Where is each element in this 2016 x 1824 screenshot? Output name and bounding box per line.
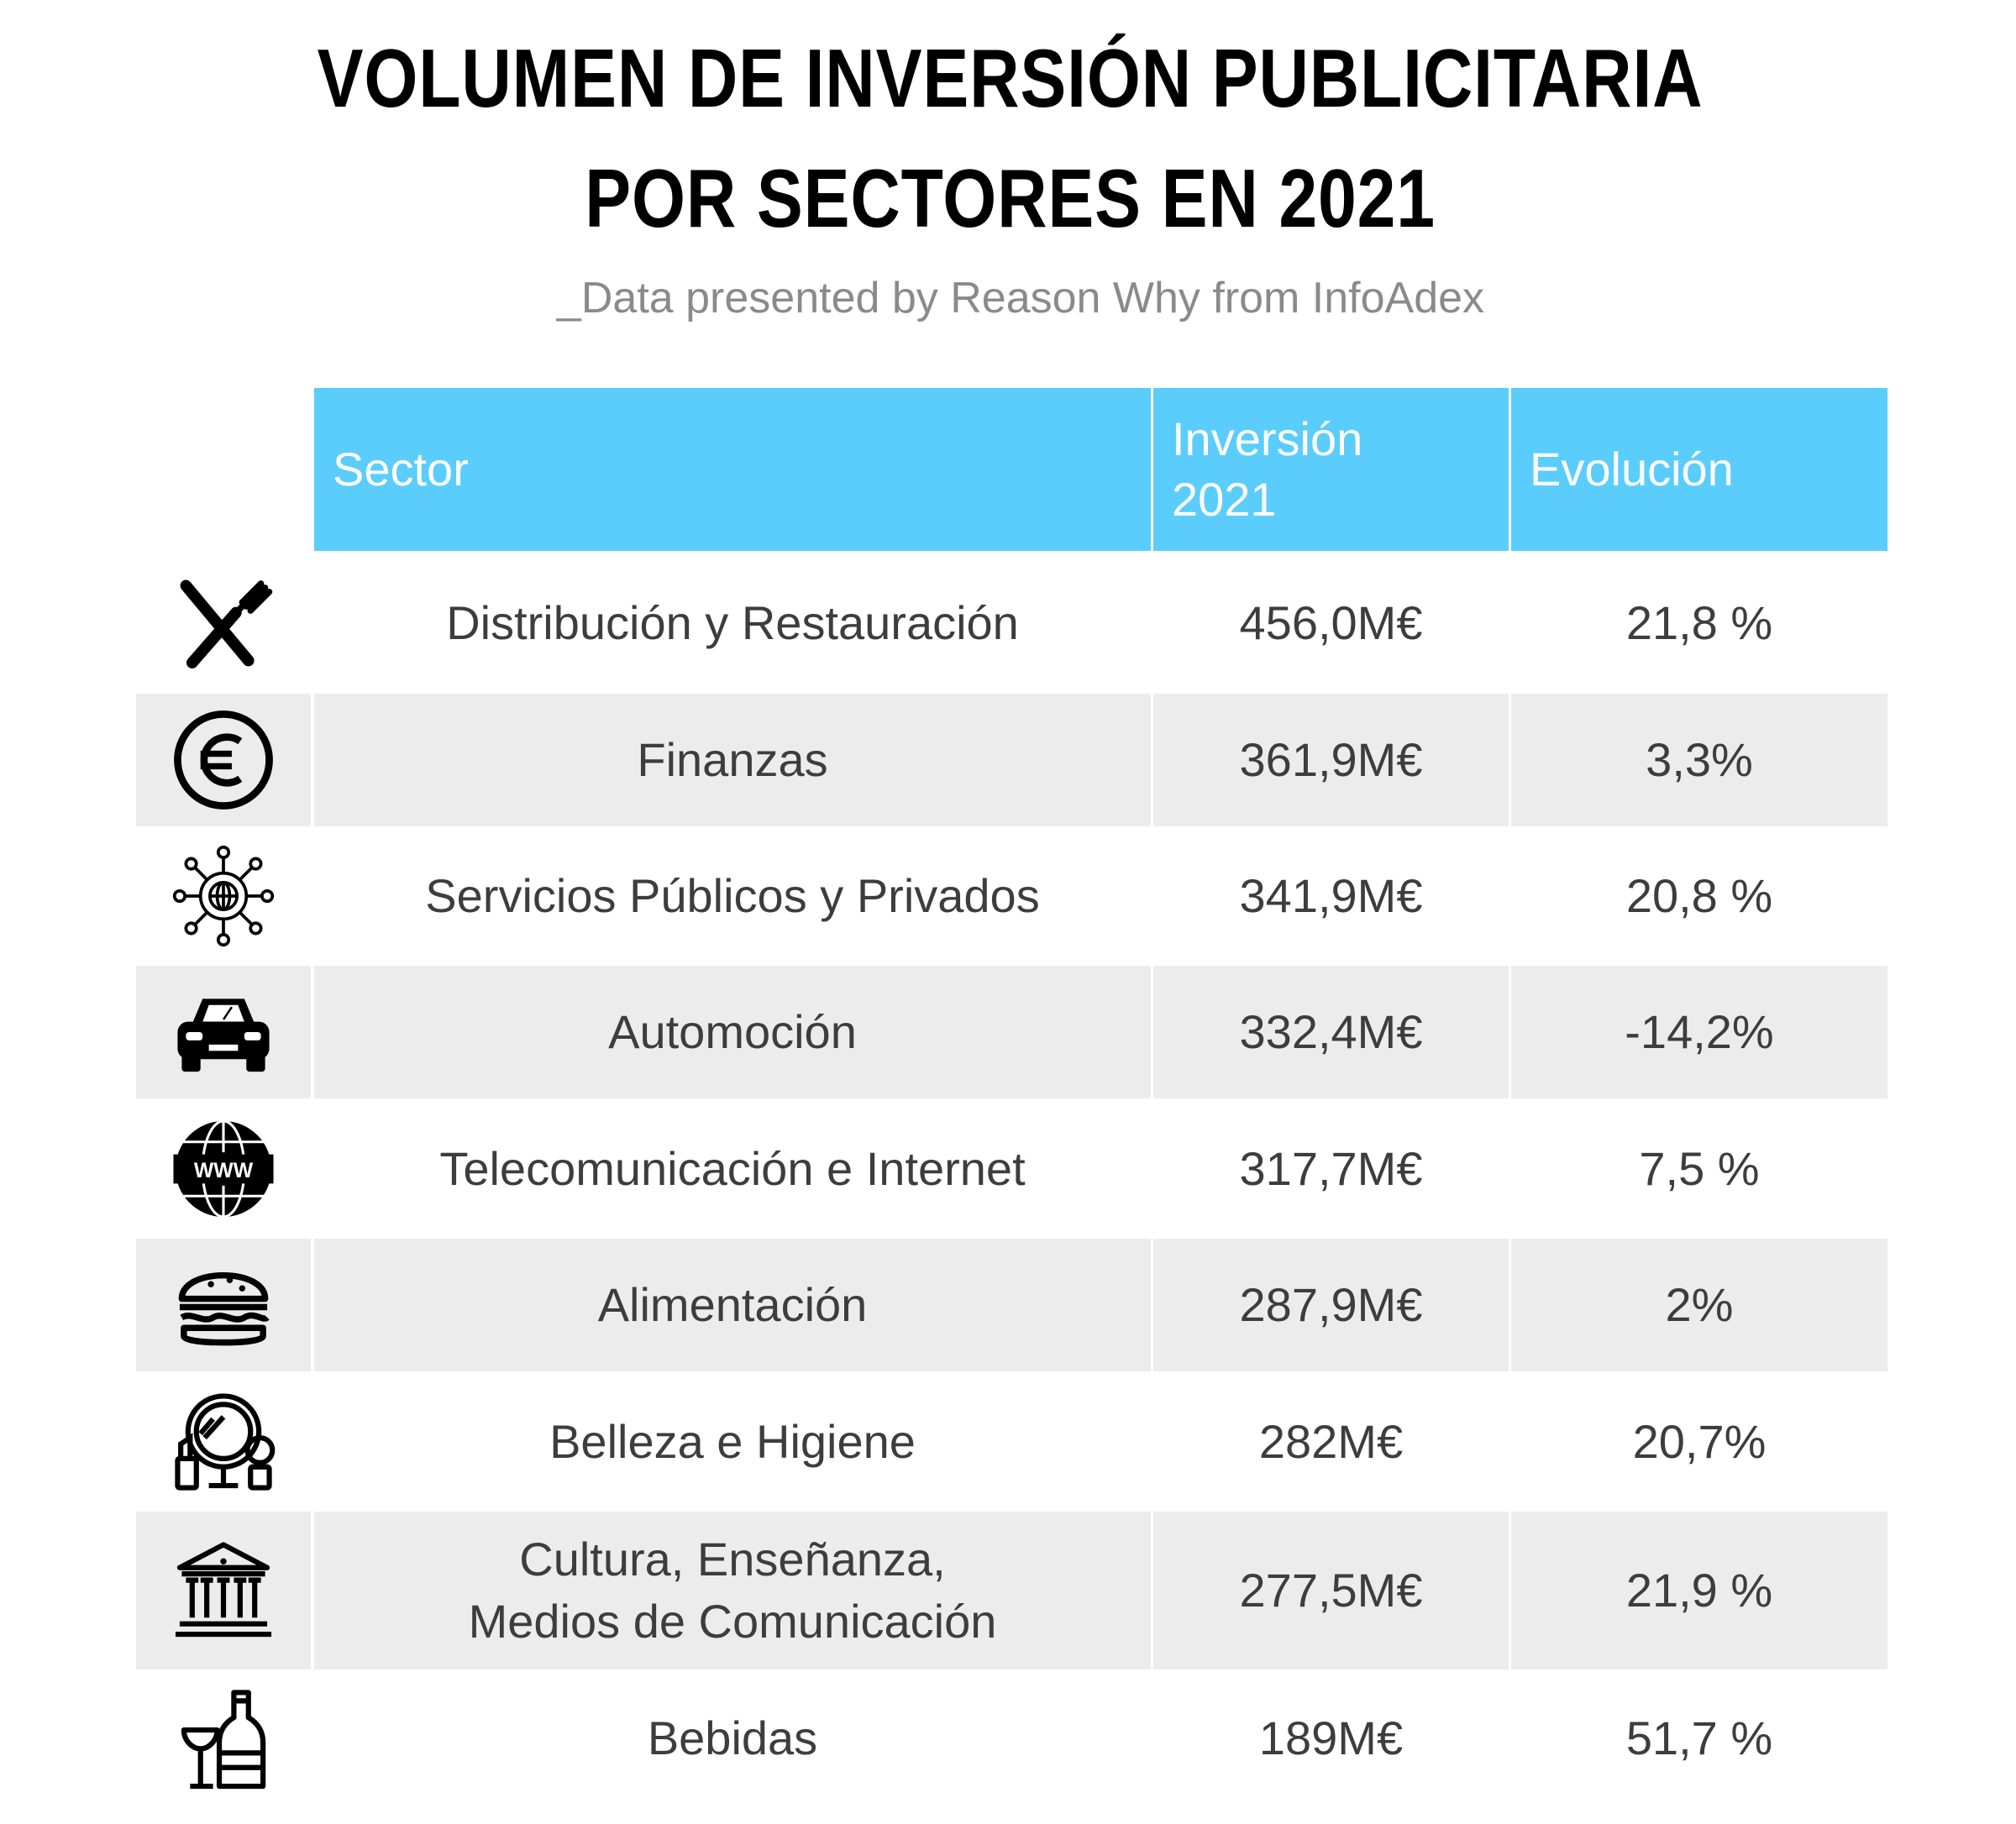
header-sector-label: Sector [333,443,469,495]
museum-icon [136,1512,311,1669]
table-row: Belleza e Higiene 282M€ 20,7% [0,1376,2016,1508]
evolution-cell: 3,3% [1511,694,1887,826]
sector-cell: Telecomunicación e Internet [439,1142,1026,1195]
title-line-2: POR SECTORES EN 2021 [585,152,1436,244]
sector-cell: Servicios Públicos y Privados [425,869,1040,922]
header-sector: Sector [314,388,1151,551]
table-row: Finanzas 361,9M€ 3,3% [0,694,2016,826]
bottle-glass-icon [136,1672,311,1805]
header-investment-label: Inversión 2021 [1172,409,1362,530]
investment-cell: 341,9M€ [1239,869,1423,922]
table-row: Cultura, Enseñanza, Medios de Comunicaci… [0,1512,2016,1669]
table-row: Servicios Públicos y Privados 341,9M€ 20,8… [0,830,2016,962]
table-row: Automoción 332,4M€ -14,2% [0,966,2016,1098]
table-row: Distribución y Restauración 456,0M€ 21,8 % [0,557,2016,689]
www-globe-icon: WWW [136,1103,311,1235]
mirror-cosmetics-icon [136,1376,311,1508]
header-investment-line-2: 2021 [1172,473,1277,526]
sector-cell: Automoción [314,966,1151,1098]
evolution-cell: 20,7% [1632,1415,1767,1468]
header-investment: Inversión 2021 [1153,388,1509,551]
sector-cell: Belleza e Higiene [549,1415,916,1468]
evolution-cell: -14,2% [1511,966,1887,1098]
sector-cell: Alimentación [314,1239,1151,1371]
table-row: Alimentación 287,9M€ 2% [0,1239,2016,1371]
evolution-cell: 21,8 % [1625,596,1773,649]
investment-cell: 317,7M€ [1239,1142,1423,1195]
svg-text:WWW: WWW [194,1160,254,1182]
header-investment-line-1: Inversión [1172,412,1363,465]
title-line-1: VOLUMEN DE INVERSIÓN PUBLICITARIA [317,32,1704,124]
sector-cell: Bebidas [647,1711,818,1764]
investment-cell: 282M€ [1258,1415,1404,1468]
sector-cell: Cultura, Enseñanza, Medios de Comunicaci… [314,1512,1151,1669]
chart-title: VOLUMEN DE INVERSIÓN PUBLICITARIA POR SE… [164,18,1857,259]
investment-cell: 332,4M€ [1153,966,1509,1098]
evolution-cell: 2% [1511,1239,1887,1371]
investment-cell: 189M€ [1258,1711,1404,1764]
table-row: Bebidas 189M€ 51,7 % [0,1672,2016,1805]
chart-subtitle: _Data presented by Reason Why from InfoA… [556,274,1485,322]
header-evolution-label: Evolución [1530,443,1734,495]
table-row: WWW Telecomunicación e Internet 317,7M€ 7,5… [0,1103,2016,1235]
investment-cell: 287,9M€ [1153,1239,1509,1371]
car-icon [136,966,311,1098]
evolution-cell: 20,8 % [1625,869,1773,922]
network-globe-icon [136,830,311,962]
evolution-cell: 51,7 % [1625,1711,1773,1764]
evolution-cell: 21,9 % [1511,1512,1887,1669]
investment-cell: 456,0M€ [1239,596,1423,649]
sector-cell: Finanzas [314,694,1151,826]
burger-icon [136,1239,311,1371]
header-evolution: Evolución [1511,388,1887,551]
evolution-cell: 7,5 % [1639,1142,1760,1195]
sector-cell: Distribución y Restauración [446,596,1019,649]
euro-coin-icon [136,694,311,826]
investment-cell: 277,5M€ [1153,1512,1509,1669]
investment-cell: 361,9M€ [1153,694,1509,826]
cutlery-icon [136,557,311,689]
